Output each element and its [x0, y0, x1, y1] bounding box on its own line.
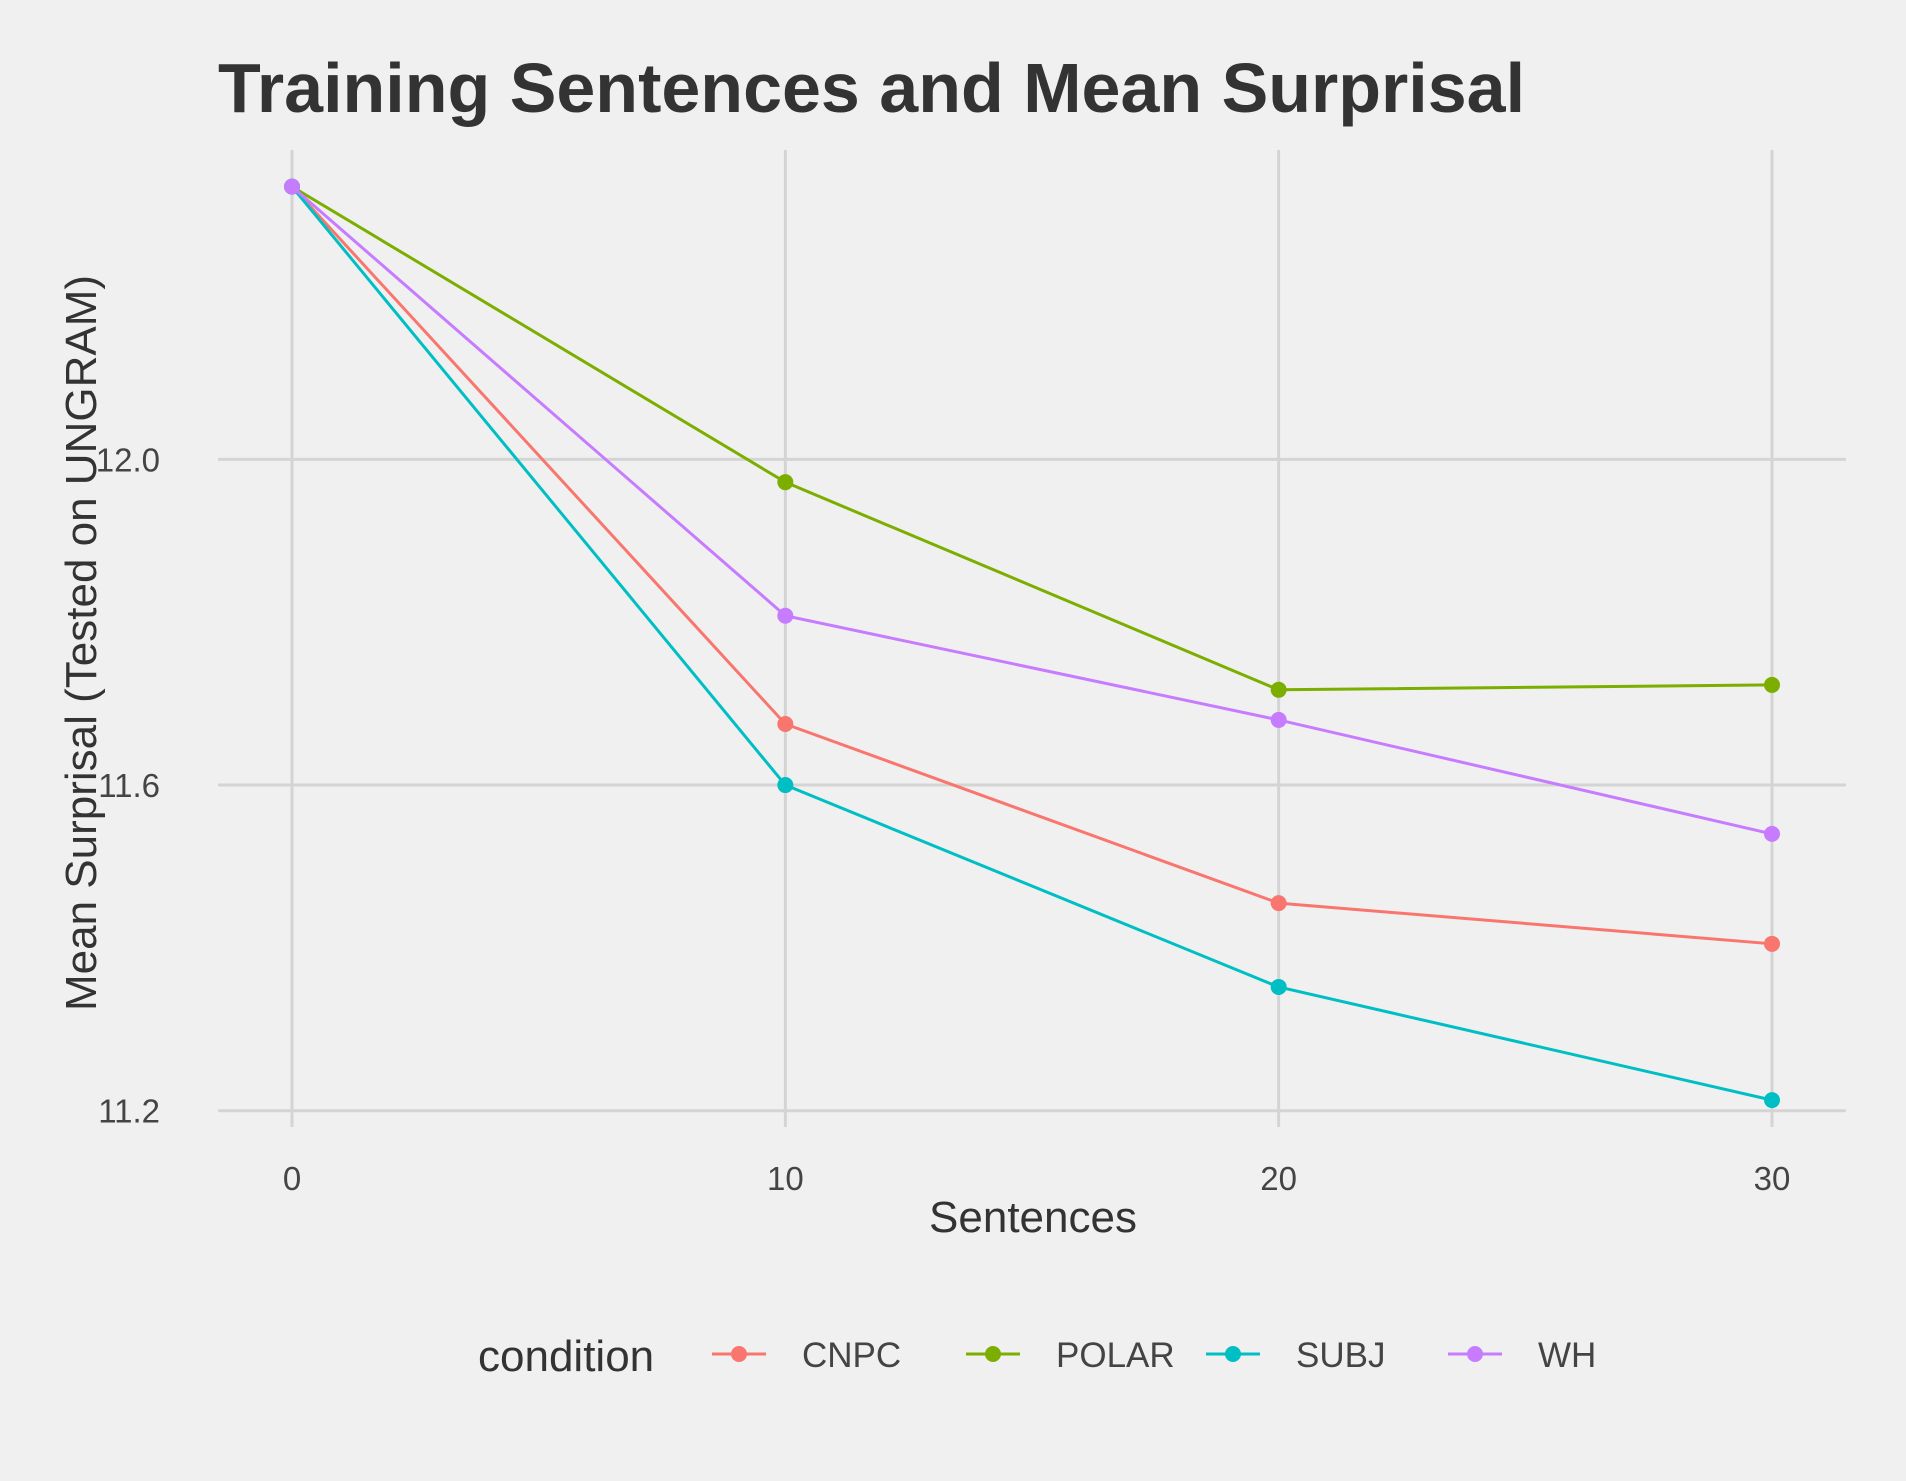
series-line-wh [291, 185, 1773, 836]
legend-item-polar: POLAR [966, 1336, 1175, 1375]
series-line-cnpc [290, 185, 1773, 946]
grid-layer [218, 150, 1846, 1127]
series-subj [284, 178, 1780, 1109]
data-point-subj-20 [1270, 978, 1287, 995]
legend-item-subj: SUBJ [1206, 1336, 1385, 1375]
data-point-wh-10 [777, 607, 794, 624]
data-point-cnpc-20 [1270, 895, 1287, 912]
series-layer [284, 178, 1780, 1109]
legend-key-point-wh [1467, 1346, 1483, 1362]
legend-label-subj: SUBJ [1296, 1336, 1385, 1375]
legend-item-wh: WH [1448, 1336, 1596, 1375]
data-point-polar-30 [1764, 676, 1780, 693]
data-point-subj-30 [1764, 1092, 1780, 1109]
data-point-polar-10 [777, 474, 794, 491]
legend-key-point-subj [1225, 1346, 1241, 1362]
series-polar [284, 178, 1780, 698]
legend-key-point-cnpc [731, 1346, 747, 1362]
chart-title: Training Sentences and Mean Surprisal [218, 49, 1525, 127]
data-point-cnpc-30 [1764, 935, 1780, 952]
series-line-subj [290, 185, 1773, 1102]
legend-label-polar: POLAR [1056, 1336, 1175, 1375]
x-tick-label-10: 10 [767, 1160, 804, 1197]
legend-key-point-polar [985, 1346, 1001, 1362]
x-tick-label-30: 30 [1754, 1160, 1791, 1197]
series-line-polar [291, 185, 1773, 692]
data-point-wh-0 [284, 178, 300, 195]
legend-item-cnpc: CNPC [712, 1336, 901, 1375]
y-tick-label-11.6: 11.6 [98, 767, 160, 804]
x-tick-label-0: 0 [283, 1160, 301, 1197]
series-cnpc [284, 178, 1780, 952]
series-wh [284, 178, 1780, 842]
data-point-wh-20 [1270, 711, 1287, 728]
data-point-subj-10 [777, 777, 794, 794]
tick-layer: 0 10 20 30 11.2 11.6 12.0 [96, 441, 1791, 1197]
y-axis-title: Mean Surprisal (Tested on UNGRAM) [57, 275, 106, 1011]
data-point-polar-20 [1270, 681, 1287, 698]
data-point-cnpc-10 [777, 715, 794, 732]
legend-label-wh: WH [1538, 1336, 1596, 1375]
x-tick-label-20: 20 [1260, 1160, 1297, 1197]
x-axis-title: Sentences [929, 1193, 1137, 1242]
y-tick-label-12.0: 12.0 [96, 441, 160, 478]
data-point-wh-30 [1764, 825, 1780, 842]
legend-label-cnpc: CNPC [802, 1336, 901, 1375]
legend-title: condition [478, 1332, 654, 1381]
y-tick-label-11.2: 11.2 [98, 1093, 160, 1130]
legend: condition CNPC POLAR SUBJ WH [478, 1332, 1596, 1381]
